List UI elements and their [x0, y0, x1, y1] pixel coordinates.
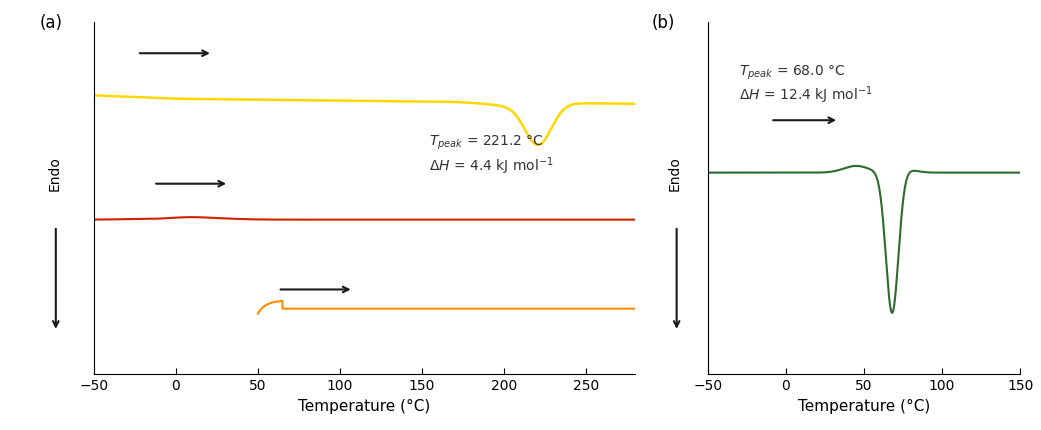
- X-axis label: Temperature (°C): Temperature (°C): [797, 399, 931, 414]
- Text: $T_{peak}$ = 68.0 °C
$\Delta H$ = 12.4 kJ mol$^{-1}$: $T_{peak}$ = 68.0 °C $\Delta H$ = 12.4 k…: [739, 64, 872, 107]
- Text: $T_{peak}$ = 221.2 °C
$\Delta H$ = 4.4 kJ mol$^{-1}$: $T_{peak}$ = 221.2 °C $\Delta H$ = 4.4 k…: [429, 134, 554, 177]
- X-axis label: Temperature (°C): Temperature (°C): [298, 399, 431, 414]
- Text: (a): (a): [40, 15, 62, 32]
- Text: Endo: Endo: [48, 156, 61, 191]
- Text: (b): (b): [652, 15, 675, 32]
- Text: Endo: Endo: [668, 156, 682, 191]
